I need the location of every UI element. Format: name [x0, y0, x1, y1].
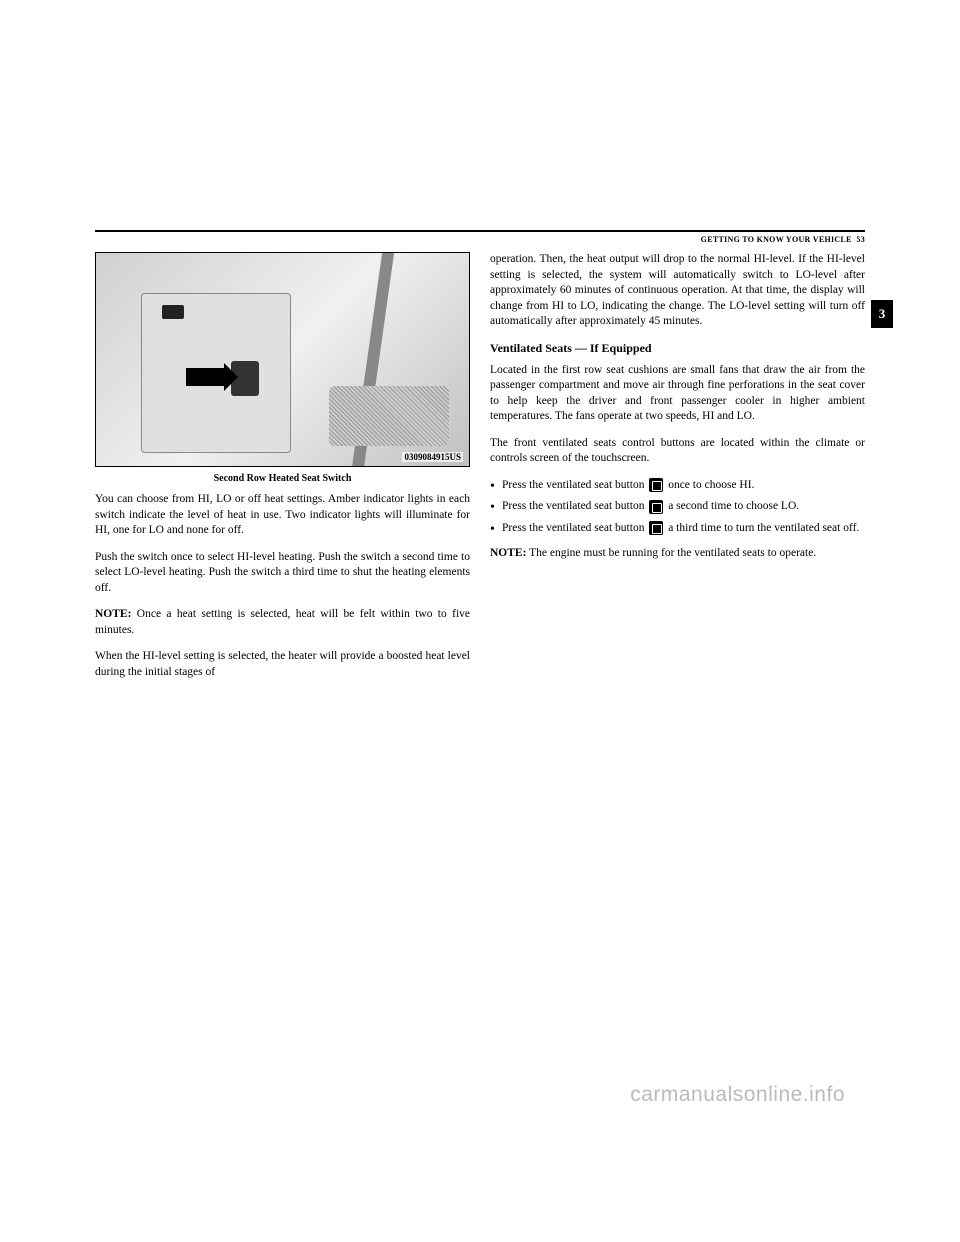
- bullet-text-pre: Press the ventilated seat button: [502, 479, 644, 491]
- bullet-text-post: a third time to turn the ventilated seat…: [668, 522, 859, 534]
- body-paragraph: When the HI-level setting is selected, t…: [95, 649, 470, 680]
- body-paragraph: NOTE: Once a heat setting is selected, h…: [95, 607, 470, 638]
- body-paragraph: Push the switch once to select HI-level …: [95, 550, 470, 597]
- page-number: 53: [856, 235, 865, 244]
- list-item: Press the ventilated seat button once to…: [490, 478, 865, 494]
- bullet-text-pre: Press the ventilated seat button: [502, 522, 644, 534]
- image-code: 0309084915US: [402, 452, 463, 462]
- right-column: 3 operation. Then, the heat output will …: [490, 252, 865, 691]
- list-item: Press the ventilated seat button a secon…: [490, 499, 865, 515]
- figure-image: 0309084915US: [95, 252, 470, 467]
- bullet-text-post: a second time to choose LO.: [668, 500, 799, 512]
- watermark: carmanualsonline.info: [630, 1083, 845, 1107]
- ventilated-seat-icon: [649, 521, 663, 535]
- page-header: GETTING TO KNOW YOUR VEHICLE 53: [95, 235, 865, 244]
- note-label: NOTE:: [95, 608, 131, 620]
- note-text: Once a heat setting is selected, heat wi…: [95, 608, 470, 636]
- list-item: Press the ventilated seat button a third…: [490, 521, 865, 537]
- figure-caption: Second Row Heated Seat Switch: [95, 473, 470, 484]
- body-paragraph: NOTE: The engine must be running for the…: [490, 546, 865, 562]
- bullet-list: Press the ventilated seat button once to…: [490, 478, 865, 537]
- left-column: 0309084915US Second Row Heated Seat Swit…: [95, 252, 470, 691]
- body-paragraph: Located in the first row seat cushions a…: [490, 363, 865, 425]
- body-paragraph: operation. Then, the heat output will dr…: [490, 252, 865, 330]
- header-rule: [95, 230, 865, 232]
- ventilated-seat-icon: [649, 500, 663, 514]
- bullet-text-pre: Press the ventilated seat button: [502, 500, 644, 512]
- bullet-text-post: once to choose HI.: [668, 479, 754, 491]
- note-text: The engine must be running for the venti…: [526, 547, 816, 559]
- ventilated-seat-icon: [649, 478, 663, 492]
- body-paragraph: The front ventilated seats control butto…: [490, 436, 865, 467]
- body-paragraph: You can choose from HI, LO or off heat s…: [95, 492, 470, 539]
- section-title: GETTING TO KNOW YOUR VEHICLE: [701, 235, 852, 244]
- subheading: Ventilated Seats — If Equipped: [490, 341, 865, 356]
- chapter-tab: 3: [871, 300, 893, 328]
- note-label: NOTE:: [490, 547, 526, 559]
- content-columns: 0309084915US Second Row Heated Seat Swit…: [95, 252, 865, 691]
